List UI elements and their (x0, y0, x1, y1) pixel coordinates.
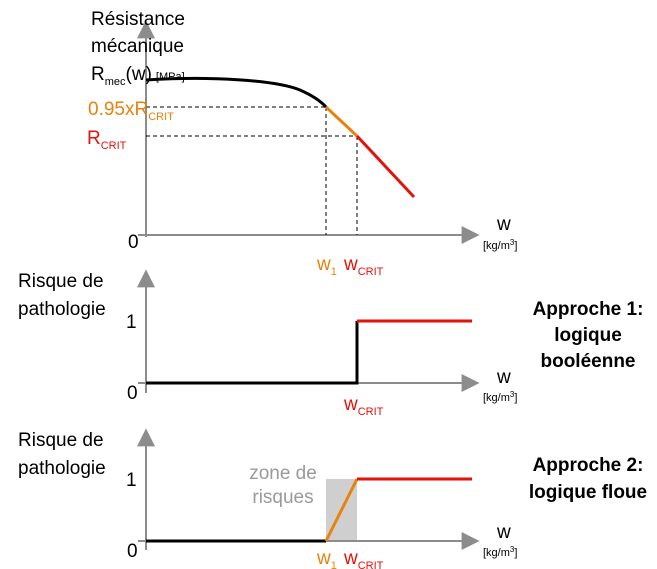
panel1-ytick-095rcrit: 0.95xRCRIT (88, 99, 174, 123)
panel3-line-orange (324, 478, 359, 542)
panel-mechanical-resistance: Résistance mécanique Rmec(w) [MPa] 0.95xR… (87, 9, 517, 278)
panel3-zone-line2: risques (252, 487, 313, 508)
panel2-xunit: [kg/m3] (483, 390, 517, 404)
panel1-ylabel-rmec: Rmec(w) [MPa] (91, 64, 185, 88)
panel2-xlabel: w (496, 367, 511, 388)
panel2-step-black (146, 321, 359, 385)
panel3-xunit: [kg/m3] (483, 545, 517, 559)
panel3-ylabel-line2: pathologie (18, 458, 106, 479)
panel1-ylabel-line2: mécanique (91, 36, 184, 57)
panel3-xtick-wcrit: wCRIT (343, 548, 384, 569)
panel1-xtick-wcrit: wCRIT (343, 254, 384, 278)
panel1-xunit: [kg/m3] (483, 238, 517, 252)
panel2-xtick-wcrit: wCRIT (343, 394, 384, 418)
panel2-ylabel-line2: pathologie (18, 299, 106, 320)
panel3-ylabel-line1: Risque de (18, 430, 104, 451)
panel2-approach-line2: logique (554, 325, 622, 346)
panel2-origin: 0 (127, 383, 138, 404)
panel1-xtick-w1: w1 (316, 254, 337, 278)
panel3-origin: 0 (127, 541, 138, 562)
panel3-xtick-w1: w1 (316, 548, 337, 569)
panel-fuzzy-approach: Risque de pathologie 1 0 zone de risques… (18, 428, 647, 569)
panel1-ytick-rcrit: RCRIT (87, 128, 127, 152)
panel1-curve-red (355, 134, 416, 199)
panel1-xlabel: w (496, 214, 511, 235)
panel1-curve-orange (324, 105, 359, 138)
panel2-approach-line3: booléenne (540, 351, 635, 372)
panel2-ylabel-line1: Risque de (18, 271, 104, 292)
panel3-approach-line1: Approche 2: (533, 455, 644, 476)
panel1-ylabel-line1: Résistance (91, 9, 185, 30)
panel2-ytick-1: 1 (126, 312, 137, 333)
panel3-zone-line1: zone de (249, 463, 317, 484)
panel3-xlabel: w (496, 522, 511, 543)
panel2-approach-line1: Approche 1: (533, 299, 644, 320)
panel1-curve-black (145, 76, 328, 109)
panel1-origin: 0 (128, 232, 139, 253)
panel3-approach-line2: logique floue (529, 482, 647, 503)
panel3-ytick-1: 1 (126, 470, 137, 491)
panel-boolean-approach: Risque de pathologie 1 0 wCRIT w [kg/m3]… (18, 269, 644, 418)
